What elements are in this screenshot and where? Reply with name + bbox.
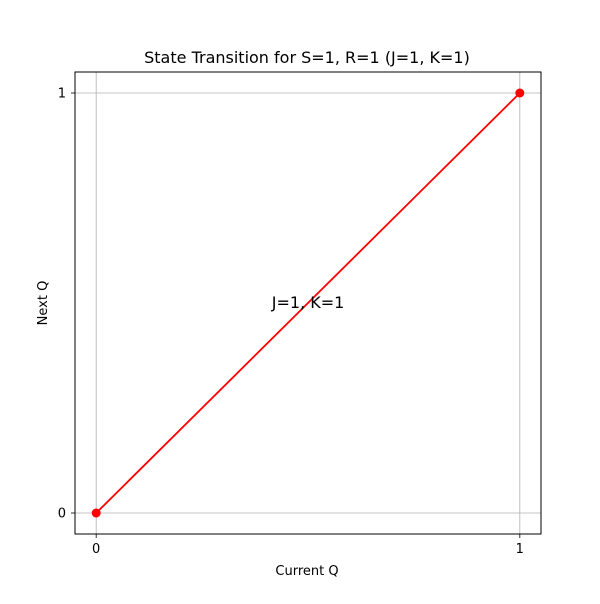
- grid-layer: [75, 72, 541, 534]
- y-tick-label: 1: [58, 87, 66, 102]
- data-point: [515, 88, 525, 98]
- tick-layer: 0 1 0 1: [58, 87, 524, 558]
- annotation-layer: J=1, K=1: [271, 293, 345, 312]
- x-axis-label: Current Q: [275, 564, 338, 579]
- y-axis-label: Next Q: [36, 281, 51, 326]
- series-line: [95, 92, 521, 514]
- data-point: [91, 508, 101, 518]
- series-layer: [91, 88, 525, 518]
- y-tick-label: 0: [58, 507, 66, 522]
- x-tick-label: 0: [92, 542, 100, 557]
- plot-frame: [74, 71, 542, 535]
- annotation-label: J=1, K=1: [271, 293, 345, 312]
- chart-title: State Transition for S=1, R=1 (J=1, K=1): [144, 48, 470, 67]
- x-tick-label: 1: [516, 542, 524, 557]
